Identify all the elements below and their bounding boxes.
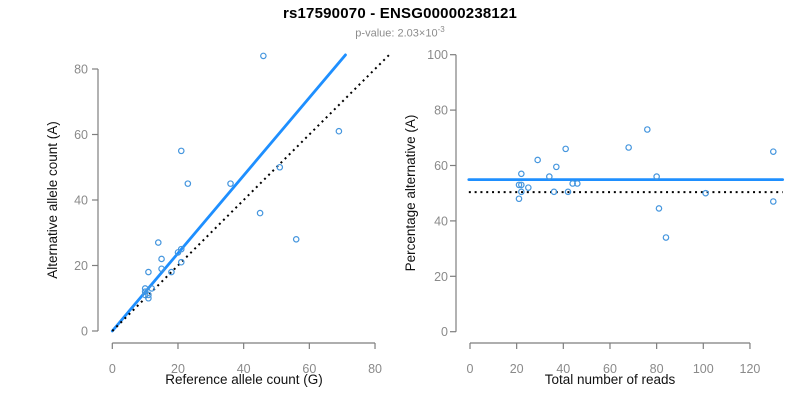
data-point bbox=[769, 198, 777, 205]
y-tick-label: 0 bbox=[81, 325, 88, 339]
data-point bbox=[562, 145, 569, 153]
data-point bbox=[662, 234, 670, 241]
x-axis-label-total-reads: Total number of reads bbox=[545, 372, 676, 387]
data-point bbox=[174, 249, 182, 256]
data-point bbox=[569, 180, 576, 187]
data-point bbox=[644, 126, 651, 133]
data-point bbox=[769, 148, 777, 155]
data-point bbox=[564, 188, 572, 196]
data-point bbox=[158, 265, 165, 273]
plot-subtitle: p-value: 2.03×10-3 bbox=[0, 25, 800, 40]
y-tick-label: 80 bbox=[434, 104, 448, 118]
data-point bbox=[574, 180, 581, 187]
data-point bbox=[158, 255, 165, 263]
y-tick-label: 20 bbox=[74, 259, 88, 273]
data-point bbox=[292, 236, 300, 243]
x-tick-label: 60 bbox=[603, 362, 617, 376]
data-point bbox=[141, 285, 149, 292]
data-point bbox=[550, 188, 558, 196]
data-point bbox=[260, 52, 267, 60]
y-axis-label-percentage-alternative: Percentage alternative (A) bbox=[403, 115, 418, 272]
data-point bbox=[518, 188, 525, 196]
fitted-allelic-ratio-line bbox=[110, 53, 347, 333]
x-tick-label: 60 bbox=[302, 362, 316, 376]
data-point bbox=[177, 245, 185, 253]
data-point bbox=[546, 173, 553, 180]
data-point bbox=[148, 285, 156, 292]
data-point bbox=[653, 173, 660, 180]
y-tick-label: 20 bbox=[434, 270, 448, 284]
data-point bbox=[141, 288, 149, 296]
plot-title: rs17590070 - ENSG00000238121 bbox=[282, 5, 518, 22]
y-tick-label: 100 bbox=[427, 48, 448, 62]
data-point bbox=[256, 209, 264, 217]
data-point bbox=[655, 205, 663, 212]
x-tick-label: 100 bbox=[693, 362, 714, 376]
data-point bbox=[184, 180, 192, 187]
data-point bbox=[518, 181, 525, 189]
x-tick-label: 80 bbox=[650, 362, 664, 376]
data-point bbox=[515, 195, 523, 203]
data-point bbox=[145, 294, 152, 302]
x-tick-label: 80 bbox=[368, 362, 382, 376]
data-point bbox=[145, 268, 152, 276]
data-point bbox=[168, 268, 175, 276]
y-axis-label-alternative-count: Alternative allele count (A) bbox=[45, 121, 60, 279]
x-axis-label-reference-count: Reference allele count (G) bbox=[165, 372, 323, 387]
data-point bbox=[534, 156, 541, 164]
x-tick-label: 20 bbox=[510, 362, 524, 376]
left-plot-content: 0 20 40 60 80 0 20 40 60 80 bbox=[74, 52, 391, 376]
p-value-exponent: -3 bbox=[437, 25, 445, 34]
y-tick-label: 80 bbox=[74, 63, 88, 77]
data-point bbox=[525, 184, 532, 191]
data-point bbox=[515, 181, 523, 189]
right-plot-content: 0 20 40 60 80 100 120 0 20 40 60 80 100 bbox=[427, 48, 785, 376]
data-point bbox=[625, 144, 632, 151]
x-tick-label: 40 bbox=[237, 362, 251, 376]
reads-vs-percentage-scatter-panel: 0 20 40 60 80 100 120 0 20 40 60 80 100 Total number… bbox=[403, 48, 785, 387]
x-tick-label: 120 bbox=[740, 362, 761, 376]
p-value-text: p-value: 2.03×10 bbox=[355, 27, 438, 40]
data-point bbox=[335, 127, 343, 135]
identity-line bbox=[111, 53, 391, 332]
data-point bbox=[177, 147, 185, 155]
x-tick-label: 0 bbox=[109, 362, 116, 376]
data-point bbox=[702, 189, 709, 197]
y-tick-label: 0 bbox=[441, 325, 448, 339]
y-tick-label: 60 bbox=[434, 159, 448, 173]
y-tick-label: 40 bbox=[434, 214, 448, 228]
x-tick-label: 20 bbox=[171, 362, 185, 376]
data-point bbox=[227, 180, 234, 187]
ref-vs-alt-scatter-panel: 0 20 40 60 80 0 20 40 60 80 Reference allele coun… bbox=[45, 52, 391, 387]
data-point bbox=[141, 291, 149, 299]
data-point bbox=[177, 258, 185, 266]
data-point bbox=[276, 163, 284, 171]
data-point bbox=[145, 291, 152, 299]
y-tick-label: 60 bbox=[74, 128, 88, 142]
y-tick-label: 40 bbox=[74, 194, 88, 208]
x-tick-label: 0 bbox=[467, 362, 474, 376]
x-tick-label: 40 bbox=[556, 362, 570, 376]
data-point bbox=[518, 170, 525, 178]
data-point bbox=[553, 163, 560, 171]
data-point bbox=[154, 239, 162, 246]
